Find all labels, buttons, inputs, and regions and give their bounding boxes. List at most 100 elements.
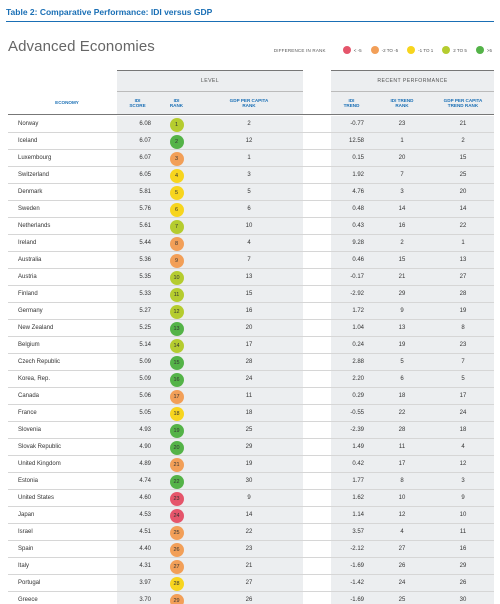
table-row: Iceland 6.07 2 12 12.58 1 2 (0, 133, 500, 150)
cell-idi-trend-rank: 16 (398, 223, 406, 229)
cell-idi-trend-rank: 29 (398, 291, 406, 297)
table-row: Luxembourg 6.07 3 1 0.15 20 15 (0, 150, 500, 167)
column-shade (331, 354, 494, 371)
cell-economy: Sweden (18, 206, 40, 212)
cell-gdp-rank: 3 (247, 172, 251, 178)
cell-idi-trend-rank: 21 (398, 274, 406, 280)
rank-badge: 26 (169, 542, 184, 557)
cell-gdp-rank: 14 (245, 512, 253, 518)
rank-badge: 9 (169, 253, 184, 268)
row-rule (8, 217, 494, 218)
table-row: Korea, Rep. 5.09 16 24 2.20 6 5 (0, 371, 500, 388)
column-shade (195, 218, 303, 235)
column-shade (331, 337, 494, 354)
row-rule (8, 472, 494, 473)
cell-idi-rank: 6 (158, 201, 195, 218)
table-row: Czech Republic 5.09 15 28 2.88 5 7 (0, 354, 500, 371)
cell-idi-score: 5.25 (139, 325, 151, 331)
cell-gdp-rank: 27 (245, 580, 253, 586)
cell-economy: Belgium (18, 342, 40, 348)
cell-economy: Portugal (18, 580, 41, 586)
table-row: Italy 4.31 27 21 -1.69 26 29 (0, 558, 500, 575)
rank-badge: 22 (169, 474, 184, 489)
cell-idi-trend-rank: 3 (400, 189, 404, 195)
cell-idi-trend-rank: 22 (398, 410, 406, 416)
cell-idi-trend: 1.49 (352, 444, 364, 450)
table-row: France 5.05 18 18 -0.55 22 24 (0, 405, 500, 422)
cell-idi-trend-rank: 15 (398, 257, 406, 263)
cell-gdp-rank: 4 (247, 240, 251, 246)
cell-gdp-trend-rank: 7 (461, 359, 465, 365)
cell-gdp-trend-rank: 27 (459, 274, 467, 280)
cell-idi-trend-rank: 17 (398, 461, 406, 467)
cell-economy: United Kingdom (18, 461, 61, 467)
cell-gdp-rank: 21 (245, 563, 253, 569)
table-row: Estonia 4.74 22 30 1.77 8 3 (0, 473, 500, 490)
cell-gdp-trend-rank: 10 (459, 512, 467, 518)
rank-badge: 8 (169, 236, 184, 251)
table-row: United Kingdom 4.89 21 19 0.42 17 12 (0, 456, 500, 473)
column-shade (195, 337, 303, 354)
legend-item: -1 TO 1 (407, 46, 433, 54)
column-shade (195, 558, 303, 575)
cell-gdp-trend-rank: 29 (459, 563, 467, 569)
row-rule (8, 353, 494, 354)
table-row: New Zealand 5.25 13 20 1.04 13 8 (0, 320, 500, 337)
cell-idi-trend: 2.20 (352, 376, 364, 382)
cell-gdp-rank: 1 (247, 155, 251, 161)
cell-idi-rank: 29 (158, 592, 195, 604)
table-row: Germany 5.27 12 16 1.72 9 19 (0, 303, 500, 320)
table-row: Japan 4.53 24 14 1.14 12 10 (0, 507, 500, 524)
rank-badge: 29 (169, 593, 184, 604)
row-rule (8, 166, 494, 167)
cell-idi-trend: 12.58 (348, 138, 364, 144)
rank-badge: 17 (169, 389, 184, 404)
cell-economy: Norway (18, 121, 39, 127)
cell-idi-trend-rank: 4 (400, 529, 404, 535)
cell-gdp-rank: 25 (245, 427, 253, 433)
cell-gdp-rank: 15 (245, 291, 253, 297)
cell-idi-score: 4.40 (139, 546, 151, 552)
cell-idi-rank: 19 (158, 422, 195, 439)
cell-economy: France (18, 410, 37, 416)
table-row: Finland 5.33 11 15 -2.92 29 28 (0, 286, 500, 303)
legend-label: 2 TO 5 (453, 47, 467, 53)
table-title: Table 2: Comparative Performance: IDI ve… (6, 7, 213, 17)
row-rule (8, 421, 494, 422)
column-shade (195, 167, 303, 184)
cell-idi-rank: 7 (158, 218, 195, 235)
rank-badge: 3 (169, 151, 184, 166)
cell-idi-trend-rank: 24 (398, 580, 406, 586)
cell-gdp-rank: 2 (247, 121, 251, 127)
cell-economy: Korea, Rep. (18, 376, 51, 382)
cell-idi-score: 4.93 (139, 427, 151, 433)
cell-economy: Italy (18, 563, 30, 569)
row-rule (8, 489, 494, 490)
cell-gdp-rank: 17 (245, 342, 253, 348)
row-rule (8, 302, 494, 303)
cell-idi-trend: 1.92 (352, 172, 364, 178)
column-shade (331, 541, 494, 558)
header-idi-trend-rank: IDI TREND RANK (372, 92, 432, 114)
table-row: Israel 4.51 25 22 3.57 4 11 (0, 524, 500, 541)
table-row: Ireland 5.44 8 4 9.28 2 1 (0, 235, 500, 252)
column-shade (331, 252, 494, 269)
column-shade (331, 456, 494, 473)
column-shade (331, 150, 494, 167)
cell-idi-rank: 23 (158, 490, 195, 507)
cell-idi-score: 5.36 (139, 257, 151, 263)
cell-idi-rank: 17 (158, 388, 195, 405)
cell-idi-rank: 21 (158, 456, 195, 473)
column-shade (195, 507, 303, 524)
cell-gdp-rank: 24 (245, 376, 253, 382)
cell-economy: Luxembourg (18, 155, 52, 161)
cell-idi-rank: 12 (158, 303, 195, 320)
rank-badge: 13 (169, 321, 184, 336)
cell-idi-trend: -0.77 (350, 121, 364, 127)
row-rule (8, 455, 494, 456)
cell-economy: Australia (18, 257, 42, 263)
column-shade (331, 184, 494, 201)
column-shade (331, 218, 494, 235)
table-row: Switzerland 6.05 4 3 1.92 7 25 (0, 167, 500, 184)
cell-idi-score: 5.27 (139, 308, 151, 314)
